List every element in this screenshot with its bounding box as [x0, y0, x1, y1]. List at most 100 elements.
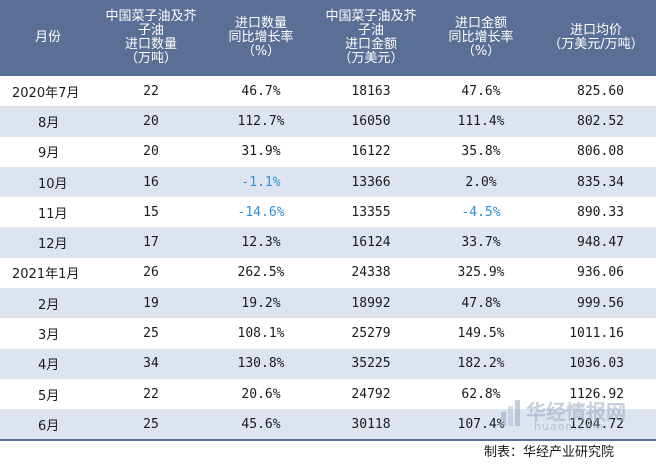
cell-amount: 24338	[316, 257, 426, 289]
table-row: 10月 16 -1.1% 13366 2.0% 835.34	[0, 166, 656, 198]
header-line: （万吨）	[124, 51, 177, 66]
cell-amount: 16122	[316, 136, 426, 167]
header-import-amount: 中国菜子油及芥 子油 进口金额 （万美元）	[316, 0, 426, 76]
cell-month: 6月	[0, 409, 96, 440]
cell-average-price: 835.34	[536, 166, 656, 198]
cell-amount-yoy: 47.8%	[426, 288, 536, 319]
cell-quantity-yoy: -14.6%	[206, 197, 316, 228]
cell-amount: 30118	[316, 409, 426, 440]
header-line: 同比增长率	[228, 30, 294, 45]
source-note: 制表：华经产业研究院	[483, 445, 614, 460]
cell-amount-yoy: -4.5%	[426, 197, 536, 228]
cell-amount-yoy: 47.6%	[426, 76, 536, 107]
header-line: 进口数量	[234, 16, 287, 31]
cell-month: 4月	[0, 348, 96, 379]
cell-amount: 13355	[316, 197, 426, 228]
header-line: 进口金额	[454, 16, 507, 31]
cell-quantity-yoy: 20.6%	[206, 378, 316, 410]
cell-quantity: 20	[96, 136, 206, 167]
table-row: 2021年1月 26 262.5% 24338 325.9% 936.06	[0, 257, 656, 289]
header-line: 进口金额	[344, 37, 397, 52]
cell-average-price: 825.60	[536, 76, 656, 107]
cell-amount: 24792	[316, 378, 426, 410]
cell-quantity-yoy: 31.9%	[206, 136, 316, 167]
watermark-logo-icon	[501, 400, 520, 426]
header-line: 同比增长率	[448, 30, 514, 45]
cell-quantity-yoy: 12.3%	[206, 227, 316, 258]
header-line: 子油	[137, 23, 164, 38]
cell-quantity: 16	[96, 166, 206, 198]
cell-amount: 16124	[316, 227, 426, 258]
import-data-table: 月份 中国菜子油及芥 子油 进口数量 （万吨） 进口数量 同比增长率 （%） 中…	[0, 0, 656, 440]
cell-amount: 25279	[316, 318, 426, 349]
cell-month: 12月	[0, 227, 96, 258]
cell-quantity-yoy: 262.5%	[206, 257, 316, 289]
cell-month: 2020年7月	[0, 76, 96, 107]
cell-average-price: 948.47	[536, 227, 656, 258]
cell-month: 5月	[0, 378, 96, 410]
cell-quantity-yoy: 112.7%	[206, 106, 316, 137]
table-row: 5月 22 20.6% 24792 62.8% 1126.92	[0, 378, 656, 410]
cell-amount-yoy: 325.9%	[426, 257, 536, 289]
table-row: 9月 20 31.9% 16122 35.8% 806.08	[0, 136, 656, 167]
header-month: 月份	[0, 0, 96, 76]
header-line: 月份	[34, 30, 61, 45]
cell-month: 10月	[0, 166, 96, 198]
cell-average-price: 1036.03	[536, 348, 656, 379]
header-line: （万美元）	[338, 51, 404, 66]
cell-average-price: 1204.72	[536, 409, 656, 440]
cell-amount-yoy: 2.0%	[426, 166, 536, 198]
cell-average-price: 999.56	[536, 288, 656, 319]
cell-amount-yoy: 149.5%	[426, 318, 536, 349]
cell-quantity-yoy: 108.1%	[206, 318, 316, 349]
cell-amount-yoy: 182.2%	[426, 348, 536, 379]
table-row: 2月 19 19.2% 18992 47.8% 999.56	[0, 288, 656, 319]
cell-amount: 35225	[316, 348, 426, 379]
watermark-name: 华经情报网	[526, 400, 626, 424]
cell-quantity: 19	[96, 288, 206, 319]
cell-quantity: 22	[96, 76, 206, 107]
cell-quantity: 34	[96, 348, 206, 379]
cell-quantity: 26	[96, 257, 206, 289]
cell-month: 9月	[0, 136, 96, 167]
cell-month: 11月	[0, 197, 96, 228]
header-import-quantity: 中国菜子油及芥 子油 进口数量 （万吨）	[96, 0, 206, 76]
cell-average-price: 1126.92	[536, 378, 656, 410]
watermark-url: huaon.com	[534, 420, 605, 433]
header-line: （%）	[241, 44, 281, 59]
table-row: 2020年7月 22 46.7% 18163 47.6% 825.60	[0, 76, 656, 107]
cell-quantity: 25	[96, 409, 206, 440]
header-line: 进口数量	[124, 37, 177, 52]
cell-month: 8月	[0, 106, 96, 137]
header-line: （万美元/万吨）	[548, 37, 644, 52]
cell-amount: 16050	[316, 106, 426, 137]
header-line: 中国菜子油及芥	[105, 9, 197, 24]
header-amount-yoy: 进口金额 同比增长率 （%）	[426, 0, 536, 76]
cell-average-price: 1011.16	[536, 318, 656, 349]
table-row: 12月 17 12.3% 16124 33.7% 948.47	[0, 227, 656, 258]
cell-quantity-yoy: 130.8%	[206, 348, 316, 379]
cell-amount: 18992	[316, 288, 426, 319]
cell-quantity: 17	[96, 227, 206, 258]
cell-month: 2月	[0, 288, 96, 319]
cell-amount-yoy: 33.7%	[426, 227, 536, 258]
header-line: 子油	[357, 23, 384, 38]
cell-quantity: 20	[96, 106, 206, 137]
cell-quantity: 15	[96, 197, 206, 228]
cell-amount: 18163	[316, 76, 426, 107]
data-table-container: 月份 中国菜子油及芥 子油 进口数量 （万吨） 进口数量 同比增长率 （%） 中…	[0, 0, 656, 440]
header-line: （%）	[461, 44, 501, 59]
cell-average-price: 890.33	[536, 197, 656, 228]
table-row: 3月 25 108.1% 25279 149.5% 1011.16	[0, 318, 656, 349]
cell-quantity-yoy: 19.2%	[206, 288, 316, 319]
cell-quantity-yoy: -1.1%	[206, 166, 316, 198]
cell-amount: 13366	[316, 166, 426, 198]
cell-average-price: 936.06	[536, 257, 656, 289]
cell-amount-yoy: 111.4%	[426, 106, 536, 137]
footer-divider	[0, 439, 656, 441]
table-header-row: 月份 中国菜子油及芥 子油 进口数量 （万吨） 进口数量 同比增长率 （%） 中…	[0, 0, 656, 76]
table-row: 8月 20 112.7% 16050 111.4% 802.52	[0, 106, 656, 137]
table-row: 11月 15 -14.6% 13355 -4.5% 890.33	[0, 197, 656, 228]
cell-month: 3月	[0, 318, 96, 349]
cell-average-price: 806.08	[536, 136, 656, 167]
